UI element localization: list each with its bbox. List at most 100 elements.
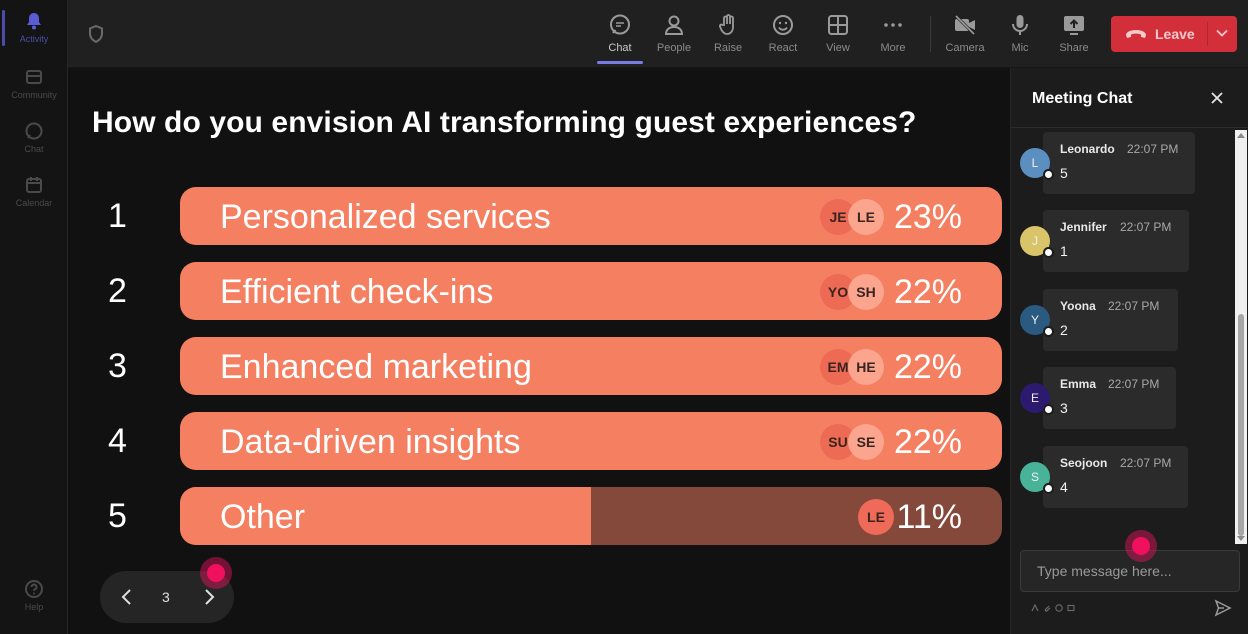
format-icon[interactable]	[1031, 604, 1039, 612]
attach-icon[interactable]	[1043, 604, 1051, 612]
poll-option-bar: Data-driven insights SU SE 22%	[180, 412, 1002, 470]
presence-status-dot	[1043, 483, 1054, 494]
chat-button-label: Chat	[608, 42, 632, 54]
message-sender: Leonardo	[1060, 142, 1115, 156]
scrollbar-thumb[interactable]	[1238, 314, 1244, 536]
rail-item-label: Help	[24, 602, 44, 612]
voter-avatar: SE	[848, 424, 884, 460]
react-button[interactable]: React	[758, 8, 808, 60]
close-icon[interactable]	[1209, 90, 1225, 106]
smiley-icon	[770, 12, 796, 38]
more-label: More	[880, 42, 906, 54]
more-button[interactable]: More	[868, 8, 918, 60]
scroll-down-arrow-icon[interactable]	[1237, 536, 1245, 542]
poll-option-label: Enhanced marketing	[220, 348, 532, 386]
poll-option: 4 Data-driven insights SU SE 22%	[92, 412, 1002, 470]
voter-avatar: SU	[820, 424, 856, 460]
message-text: 4	[1060, 479, 1068, 495]
chat-message[interactable]: Jennifer 22:07 PM 1 J	[1011, 210, 1241, 274]
chat-icon	[23, 120, 45, 142]
poll-stage: How do you envision AI transforming gues…	[68, 68, 1010, 634]
community-icon	[23, 66, 45, 88]
camera-label: Camera	[945, 42, 985, 54]
hand-icon	[715, 12, 741, 38]
rail-item-help[interactable]: Help	[0, 574, 68, 626]
message-bubble: Yoona 22:07 PM 2	[1043, 289, 1178, 351]
chat-button[interactable]: Chat	[595, 8, 645, 64]
poll-option-number: 2	[108, 272, 127, 310]
camera-off-icon	[952, 12, 978, 38]
chat-scrollbar[interactable]	[1235, 130, 1247, 544]
chat-message-input[interactable]	[1020, 550, 1240, 592]
chat-message[interactable]: Emma 22:07 PM 3 E	[1011, 367, 1241, 431]
poll-option-label: Personalized services	[220, 198, 551, 236]
poll-option-fill	[180, 487, 591, 545]
message-bubble: Leonardo 22:07 PM 5	[1043, 132, 1195, 194]
meeting-toolbar: Chat People Raise React View	[68, 0, 1248, 68]
poll-option: 3 Enhanced marketing EM HE 22%	[92, 337, 1002, 395]
message-text: 2	[1060, 322, 1068, 338]
poll-option-number: 5	[108, 497, 127, 535]
message-timestamp: 22:07 PM	[1120, 456, 1172, 470]
message-sender: Jennifer	[1060, 220, 1107, 234]
message-bubble: Seojoon 22:07 PM 4	[1043, 446, 1188, 508]
voter-avatar: SH	[848, 274, 884, 310]
avatar[interactable]: Y	[1020, 305, 1050, 335]
shield-icon[interactable]	[86, 24, 106, 44]
poll-option-label: Efficient check-ins	[220, 273, 494, 311]
leave-divider	[1207, 22, 1208, 46]
help-icon	[23, 578, 45, 600]
poll-option-label: Other	[220, 498, 306, 536]
rail-item-label: Chat	[24, 144, 44, 154]
people-icon	[661, 12, 687, 38]
poll-option: 1 Personalized services JE LE 23%	[92, 187, 1002, 245]
chevron-left-icon[interactable]	[118, 587, 136, 607]
rail-item-chat[interactable]: Chat	[0, 116, 68, 168]
chat-message[interactable]: Seojoon 22:07 PM 4 S	[1011, 446, 1241, 510]
share-label: Share	[1059, 42, 1089, 54]
more-dots-icon	[880, 12, 906, 38]
chat-header: Meeting Chat	[1011, 68, 1248, 128]
message-timestamp: 22:07 PM	[1120, 220, 1172, 234]
raise-hand-button[interactable]: Raise	[703, 8, 753, 60]
camera-button[interactable]: Camera	[940, 8, 990, 60]
people-button[interactable]: People	[649, 8, 699, 60]
view-button[interactable]: View	[813, 8, 863, 60]
leave-button[interactable]: Leave	[1111, 16, 1237, 52]
rail-item-community[interactable]: Community	[0, 62, 68, 114]
react-label: React	[768, 42, 798, 54]
send-icon[interactable]	[1214, 599, 1232, 617]
mic-icon	[1007, 12, 1033, 38]
voter-avatar: LE	[848, 199, 884, 235]
chat-message[interactable]: Yoona 22:07 PM 2 Y	[1011, 289, 1241, 353]
left-rail: Activity Community Chat Calendar Help	[0, 0, 68, 634]
phone-hangup-icon	[1125, 27, 1147, 41]
people-button-label: People	[656, 42, 692, 54]
scroll-up-arrow-icon[interactable]	[1237, 132, 1245, 138]
message-timestamp: 22:07 PM	[1127, 142, 1179, 156]
chevron-down-icon[interactable]	[1215, 26, 1229, 40]
chat-message[interactable]: Leonardo 22:07 PM 5 L	[1011, 132, 1241, 196]
message-bubble: Emma 22:07 PM 3	[1043, 367, 1176, 429]
rail-item-activity[interactable]: Activity	[0, 6, 68, 58]
share-screen-icon	[1061, 12, 1087, 38]
page-number: 3	[162, 589, 170, 605]
voter-avatar: LE	[858, 499, 894, 535]
poll-option-number: 1	[108, 197, 127, 235]
chat-title: Meeting Chat	[1032, 90, 1133, 107]
message-text: 3	[1060, 400, 1068, 416]
message-text: 5	[1060, 165, 1068, 181]
mic-button[interactable]: Mic	[995, 8, 1045, 60]
poll-option-number: 3	[108, 347, 127, 385]
share-button[interactable]: Share	[1049, 8, 1099, 60]
presence-status-dot	[1043, 247, 1054, 258]
poll-option-percent: 22%	[893, 273, 962, 311]
message-text: 1	[1060, 243, 1068, 259]
rail-item-calendar[interactable]: Calendar	[0, 170, 68, 222]
emoji-icon[interactable]	[1055, 604, 1063, 612]
poll-option-number: 4	[108, 422, 127, 460]
chevron-right-icon[interactable]	[200, 587, 218, 607]
poll-option-percent: 22%	[893, 423, 962, 461]
gif-icon[interactable]	[1067, 604, 1075, 612]
rail-item-label: Calendar	[15, 198, 53, 208]
